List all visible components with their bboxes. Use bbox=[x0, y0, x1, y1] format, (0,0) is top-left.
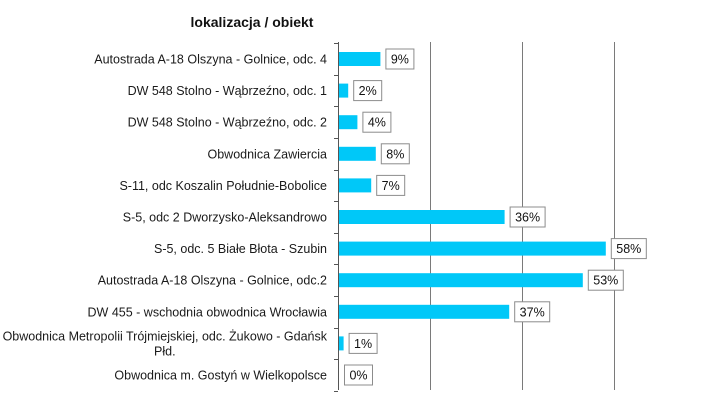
data-label: 0% bbox=[344, 364, 373, 386]
data-label-text: 9% bbox=[391, 53, 409, 67]
bar bbox=[339, 52, 381, 66]
data-label: 9% bbox=[385, 48, 415, 70]
category-label: Obwodnica m. Gostyń w Wielkopolsce bbox=[114, 369, 327, 383]
data-label: 8% bbox=[380, 143, 410, 165]
bars bbox=[339, 52, 606, 351]
chart-title: lokalizacja / obiekt bbox=[191, 14, 314, 30]
data-label-text: 0% bbox=[349, 369, 367, 383]
category-labels: Autostrada A-18 Olszyna - Golnice, odc. … bbox=[3, 53, 328, 383]
bar bbox=[339, 83, 349, 98]
bar bbox=[339, 273, 583, 288]
bar bbox=[339, 146, 376, 161]
data-label-text: 7% bbox=[382, 179, 400, 193]
data-label-text: 8% bbox=[386, 147, 404, 161]
category-label: S-5, odc. 5 Białe Błota - Szubin bbox=[154, 242, 327, 256]
bar bbox=[339, 336, 344, 351]
data-label: 2% bbox=[353, 80, 383, 102]
bar bbox=[339, 178, 372, 193]
category-label: DW 548 Stolno - Wąbrzeźno, odc. 1 bbox=[128, 84, 327, 98]
data-label: 4% bbox=[362, 111, 392, 133]
category-label: Obwodnica Metropolii Trójmiejskiej, odc.… bbox=[3, 329, 328, 358]
category-label: DW 455 - wschodnia obwodnica Wrocławia bbox=[88, 305, 328, 319]
data-label: 7% bbox=[376, 174, 406, 196]
data-label-text: 37% bbox=[520, 305, 545, 319]
data-label: 1% bbox=[348, 332, 378, 354]
data-label: 37% bbox=[514, 301, 551, 323]
data-labels: 9% 2% 4% 8% 7% 36% 58% 53% 37% 1% 0% bbox=[344, 48, 647, 386]
category-label: Autostrada A-18 Olszyna - Golnice, odc.2 bbox=[98, 274, 327, 288]
data-label: 53% bbox=[587, 269, 624, 291]
category-label: Autostrada A-18 Olszyna - Golnice, odc. … bbox=[94, 53, 327, 67]
data-label-text: 53% bbox=[593, 274, 618, 288]
data-label: 58% bbox=[610, 238, 647, 260]
data-label-text: 1% bbox=[354, 337, 372, 351]
data-label-text: 58% bbox=[616, 242, 641, 256]
bar bbox=[339, 304, 510, 319]
data-label: 36% bbox=[509, 206, 546, 228]
bar bbox=[339, 210, 505, 224]
data-label-text: 2% bbox=[359, 84, 377, 98]
bar bbox=[339, 241, 606, 256]
category-label: DW 548 Stolno - Wąbrzeźno, odc. 2 bbox=[128, 116, 327, 130]
data-label-text: 36% bbox=[515, 211, 540, 225]
category-label: S-11, odc Koszalin Południe-Bobolice bbox=[119, 179, 327, 193]
bar bbox=[339, 115, 358, 130]
category-label: Obwodnica Zawiercia bbox=[208, 147, 328, 161]
data-label-text: 4% bbox=[368, 116, 386, 130]
category-label: S-5, odc 2 Dworzysko-Aleksandrowo bbox=[123, 211, 327, 225]
